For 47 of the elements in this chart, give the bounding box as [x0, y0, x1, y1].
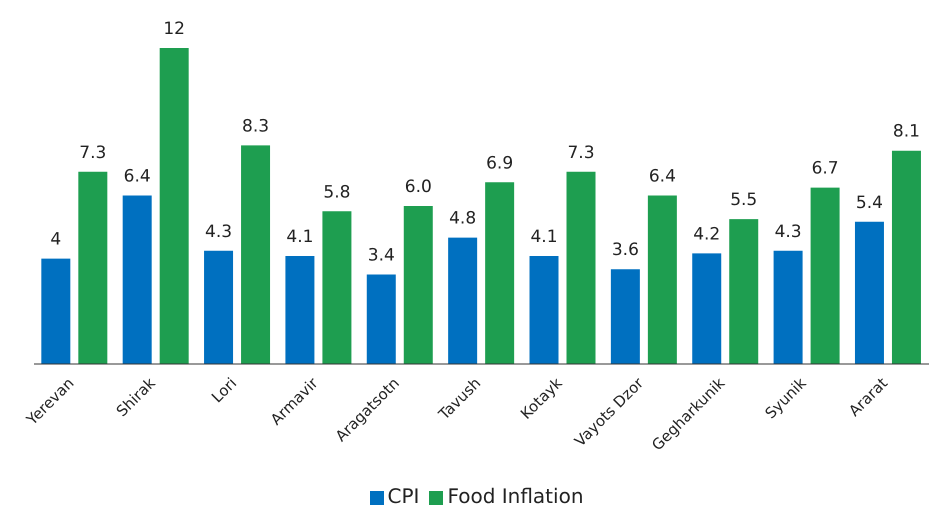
- bar: [122, 195, 152, 364]
- data-label: 3.4: [368, 245, 395, 266]
- bar: [810, 188, 840, 364]
- bar: [729, 219, 758, 364]
- data-label: 5.8: [323, 182, 350, 202]
- bar: [692, 253, 722, 364]
- data-label: 6.4: [648, 166, 676, 186]
- data-label: 4.3: [205, 222, 232, 242]
- legend-label: Food Inflation: [447, 484, 584, 508]
- bar: [322, 211, 352, 364]
- bar: [892, 150, 921, 364]
- data-label: 6.0: [404, 177, 432, 197]
- data-label: 5.5: [730, 190, 758, 210]
- bar: [404, 206, 433, 364]
- data-label: 5.4: [856, 192, 883, 213]
- data-label: 4.3: [774, 222, 802, 242]
- bar: [566, 172, 596, 364]
- bar: [610, 269, 640, 364]
- data-label: 7.3: [79, 142, 106, 163]
- data-label: 6.4: [124, 166, 151, 186]
- bar: [204, 250, 234, 364]
- bar: [241, 145, 270, 364]
- data-label: 6.9: [486, 153, 514, 174]
- bar: [448, 238, 478, 364]
- bar: [160, 48, 189, 364]
- bar: [41, 258, 70, 364]
- data-label: 4.1: [530, 227, 558, 248]
- data-label: 3.6: [612, 240, 639, 260]
- data-label: 8.3: [242, 116, 270, 136]
- data-label: 6.7: [812, 158, 839, 179]
- bar: [285, 256, 314, 364]
- bar: [366, 274, 396, 364]
- legend-label: CPI: [388, 484, 420, 508]
- data-label: 12: [163, 19, 186, 39]
- bar: [854, 222, 884, 364]
- data-label: 4: [50, 230, 62, 250]
- bar: [530, 256, 559, 364]
- x-tick-label: Lori: [208, 374, 240, 406]
- bar: [648, 195, 677, 364]
- data-label: 4.1: [286, 227, 314, 248]
- bar: [774, 250, 803, 364]
- bar: [78, 172, 108, 364]
- data-label: 7.3: [567, 142, 595, 163]
- bar: [485, 182, 514, 364]
- data-label: 8.1: [892, 122, 920, 142]
- data-label: 4.2: [693, 224, 720, 244]
- data-label: 4.8: [449, 208, 476, 229]
